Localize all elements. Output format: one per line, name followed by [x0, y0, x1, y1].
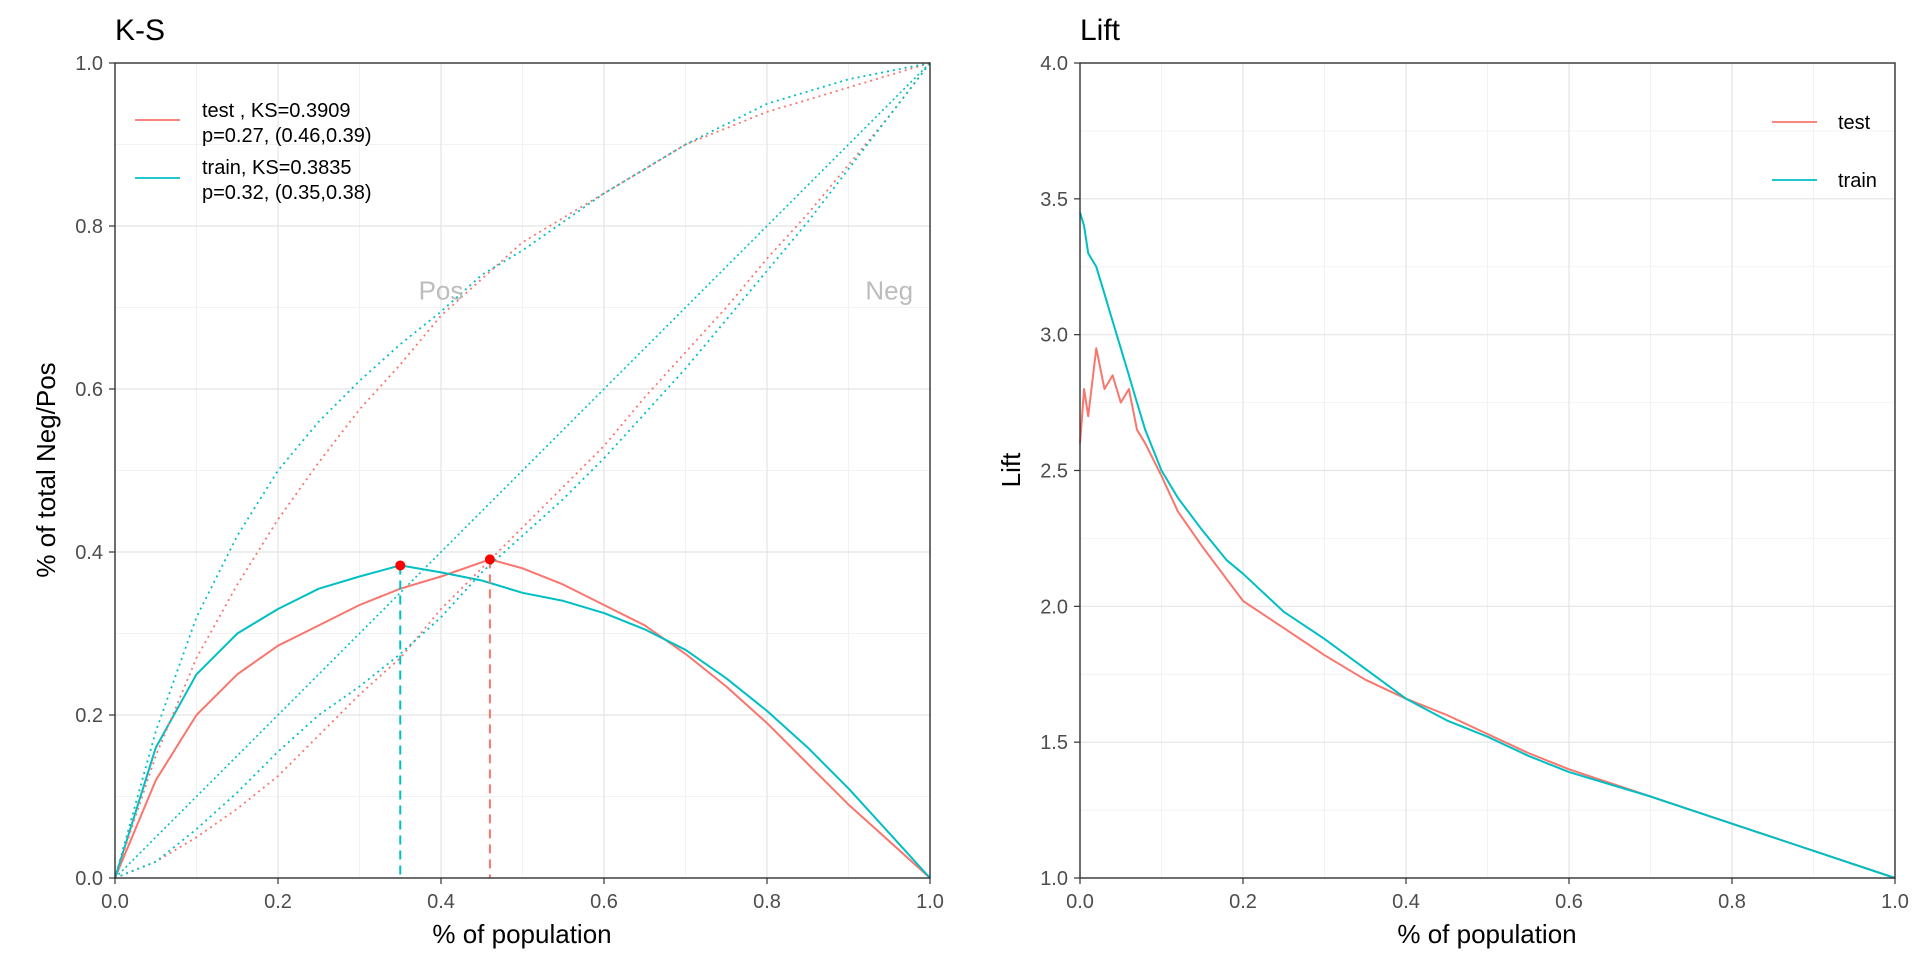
lift-y-tick-label: 1.0: [1040, 868, 1068, 890]
lift-x-tick-label: 0.8: [1718, 891, 1746, 913]
ks-annotation-neg: Neg: [865, 275, 913, 305]
ks-series-train-ks: [114, 564, 931, 879]
ks-x-tick-label: 0.6: [590, 891, 618, 913]
ks-plot-border: [114, 62, 931, 879]
ks-y-axis-title: % of total Neg/Pos: [31, 362, 61, 577]
ks-annotation-pos: Pos: [419, 275, 464, 305]
lift-x-ticks: 0.0 0.2 0.4 0.6 0.8 1.0: [1066, 878, 1909, 913]
lift-y-axis-title: Lift: [996, 452, 1026, 487]
ks-y-tick-label: 0.8: [75, 216, 103, 238]
ks-y-tick-label: 0.2: [75, 705, 103, 727]
ks-x-tick-label: 0.2: [264, 891, 292, 913]
ks-series-train-pos: [114, 62, 931, 879]
ks-title: K-S: [115, 14, 165, 47]
lift-y-ticks: 1.0 1.5 2.0 2.5 3.0 3.5 4.0: [1040, 53, 1080, 890]
lift-x-axis-title: % of population: [1397, 919, 1576, 949]
ks-y-tick-label: 0.6: [75, 379, 103, 401]
lift-y-tick-label: 1.5: [1040, 732, 1068, 754]
lift-legend-test: test: [1838, 112, 1871, 134]
ks-x-tick-label: 0.4: [427, 891, 455, 913]
lift-y-tick-label: 4.0: [1040, 53, 1068, 75]
ks-series-test-ks: [114, 558, 931, 879]
ks-x-tick-label: 0.8: [753, 891, 781, 913]
lift-y-tick-label: 3.0: [1040, 325, 1068, 347]
lift-x-tick-label: 0.2: [1229, 891, 1257, 913]
lift-legend-train: train: [1838, 170, 1877, 192]
lift-x-tick-label: 0.6: [1555, 891, 1583, 913]
lift-legend: test train: [1772, 112, 1877, 192]
ks-legend-test-line2: p=0.27, (0.46,0.39): [202, 125, 372, 147]
ks-marks: [395, 554, 495, 878]
ks-series-train-neg: [114, 62, 931, 879]
ks-x-axis-title: % of population: [432, 919, 611, 949]
lift-series-test: [1079, 347, 1896, 879]
ks-y-tick-label: 0.0: [75, 868, 103, 890]
lift-x-tick-label: 0.0: [1066, 891, 1094, 913]
ks-max-point-train: [395, 560, 406, 571]
ks-diagonal-reference: [114, 62, 931, 879]
ks-x-tick-label: 0.0: [101, 891, 129, 913]
lift-y-tick-label: 2.5: [1040, 461, 1068, 483]
lift-panel: Lift 1.01.52.02.53.03.54.0 0.0 0.2 0.4 0.6 0…: [996, 14, 1909, 949]
ks-max-point-test: [484, 554, 495, 565]
lift-y-tick-label: 3.5: [1040, 189, 1068, 211]
ks-legend: test , KS=0.3909 p=0.27, (0.46,0.39) tra…: [135, 100, 372, 204]
lift-title: Lift: [1080, 14, 1121, 47]
lift-lines: [1079, 212, 1896, 879]
ks-panel: K-S 0.0 0.2 0.4 0.6 0.8 1.0 0.0 0.2 0.4 0.6 0.8 1.…: [31, 14, 944, 949]
ks-x-tick-label: 1.0: [916, 891, 944, 913]
ks-lines: [114, 62, 931, 879]
ks-legend-test-line1: test , KS=0.3909: [202, 100, 350, 122]
ks-legend-train-line2: p=0.32, (0.35,0.38): [202, 182, 372, 204]
lift-x-tick-label: 0.4: [1392, 891, 1420, 913]
lift-y-tick-label: 2.0: [1040, 596, 1068, 618]
ks-legend-train-line1: train, KS=0.3835: [202, 157, 352, 179]
lift-x-tick-label: 1.0: [1881, 891, 1909, 913]
ks-y-tick-label: 1.0: [75, 53, 103, 75]
ks-y-tick-label: 0.4: [75, 542, 103, 564]
lift-series-train: [1079, 212, 1896, 879]
ks-y-ticks: 0.0 0.2 0.4 0.6 0.8 1.0: [75, 53, 115, 890]
ks-x-ticks: 0.0 0.2 0.4 0.6 0.8 1.0: [101, 878, 944, 913]
